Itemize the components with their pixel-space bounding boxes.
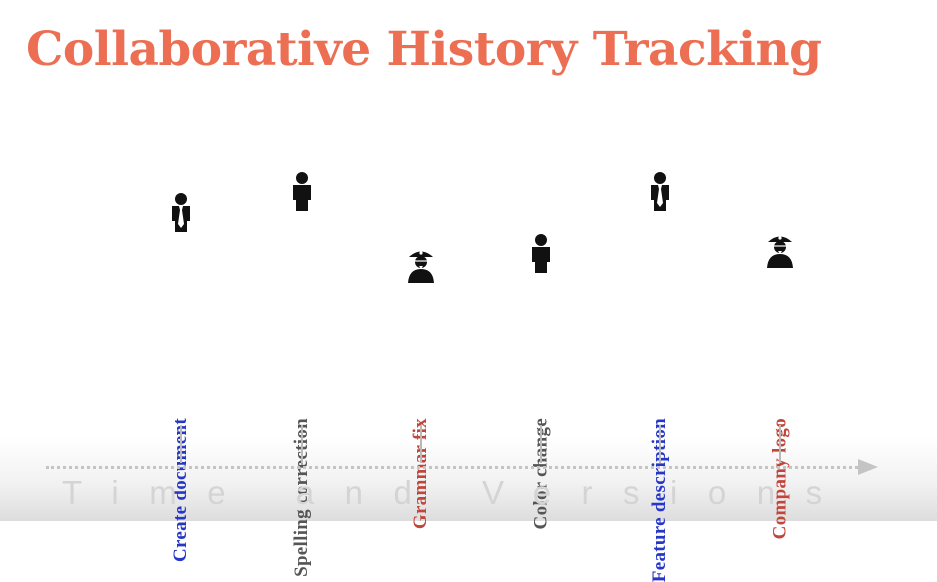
person-with-tie-icon — [172, 193, 190, 232]
timeline-tick — [180, 425, 182, 463]
arrow-right-icon — [858, 459, 878, 475]
slide-title: Collaborative History Tracking — [26, 22, 822, 77]
axis-label: Time and Versions — [62, 474, 853, 511]
timeline-tick — [659, 425, 661, 463]
timeline-tick — [779, 425, 781, 463]
timeline-tick — [420, 425, 422, 463]
person-icon — [532, 234, 550, 273]
pirate-icon — [767, 236, 793, 268]
timeline-axis — [46, 466, 864, 469]
timeline-tick — [540, 425, 542, 463]
timeline-tick — [301, 425, 303, 463]
person-with-tie-icon — [651, 172, 669, 211]
pirate-icon — [408, 251, 434, 283]
person-icon — [293, 172, 311, 211]
